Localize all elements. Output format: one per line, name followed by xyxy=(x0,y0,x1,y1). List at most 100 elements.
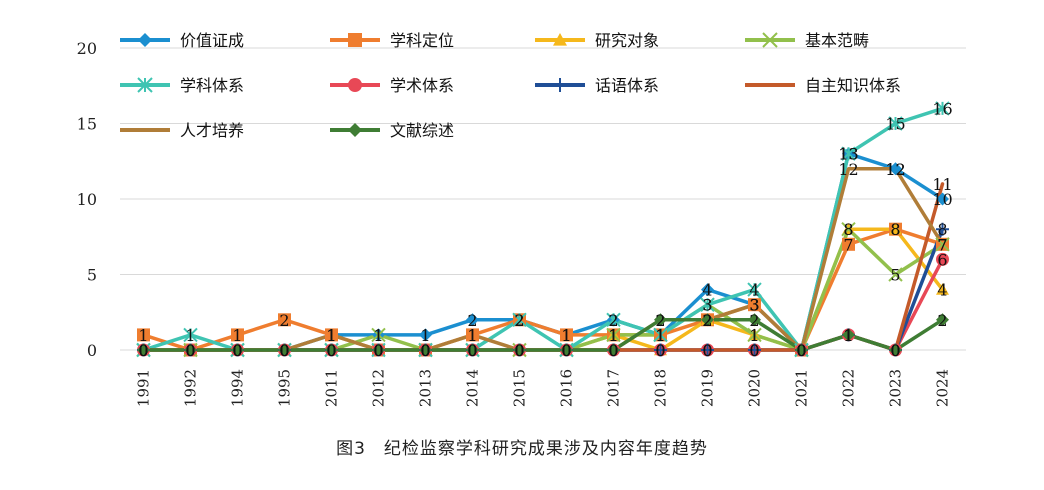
data-label: 0 xyxy=(561,341,571,360)
data-label: 0 xyxy=(279,341,289,360)
data-label: 0 xyxy=(279,341,289,360)
data-label: 0 xyxy=(373,341,383,360)
data-marker xyxy=(513,343,526,357)
data-marker xyxy=(183,327,198,343)
data-label: 0 xyxy=(279,341,289,360)
data-marker xyxy=(936,252,949,266)
data-marker xyxy=(348,78,362,92)
data-label: 1 xyxy=(373,326,383,345)
y-tick-label: 5 xyxy=(87,266,97,285)
data-label: 0 xyxy=(373,341,383,360)
data-label: 1 xyxy=(608,326,618,345)
data-label: 0 xyxy=(373,341,383,360)
data-marker xyxy=(701,313,714,327)
data-label: 0 xyxy=(796,341,806,360)
data-label: 0 xyxy=(514,341,524,360)
data-label: 1 xyxy=(655,326,665,345)
data-label: 0 xyxy=(702,341,712,360)
data-label: 2 xyxy=(655,311,665,330)
data-label: 0 xyxy=(514,341,524,360)
data-marker xyxy=(560,343,573,357)
data-label: 0 xyxy=(420,341,430,360)
data-marker xyxy=(553,78,567,92)
data-marker xyxy=(936,283,949,295)
data-label: 0 xyxy=(796,341,806,360)
data-label: 0 xyxy=(185,341,195,360)
data-label: 0 xyxy=(185,341,195,360)
data-marker xyxy=(466,343,479,357)
data-label: 1 xyxy=(561,326,571,345)
data-marker xyxy=(653,327,668,343)
data-label: 0 xyxy=(608,341,618,360)
data-label: 2 xyxy=(749,311,759,330)
data-marker xyxy=(841,146,856,161)
y-tick-label: 15 xyxy=(77,115,97,134)
data-label: 0 xyxy=(514,341,524,360)
data-label: 0 xyxy=(232,341,242,360)
data-label: 0 xyxy=(232,341,242,360)
data-label: 0 xyxy=(138,341,148,360)
data-label: 0 xyxy=(467,341,477,360)
data-label: 1 xyxy=(843,326,853,345)
data-marker xyxy=(889,162,902,176)
data-marker xyxy=(137,328,150,342)
x-tick-label: 2022 xyxy=(840,369,858,407)
data-marker xyxy=(762,32,778,48)
legend-label: 话语体系 xyxy=(595,76,659,95)
x-axis: 1991 1992 1994 1995 2011 2012 2013 2014 2015 2016… xyxy=(135,369,952,407)
data-marker xyxy=(348,33,362,47)
x-tick-label: 2017 xyxy=(605,369,623,407)
data-label: 3 xyxy=(749,296,759,315)
data-label: 1 xyxy=(608,326,618,345)
series-line xyxy=(141,106,945,352)
data-label: 3 xyxy=(702,296,712,315)
data-label: 0 xyxy=(561,341,571,360)
data-label: 0 xyxy=(608,341,618,360)
data-label: 3 xyxy=(749,296,759,315)
data-label: 0 xyxy=(232,341,242,360)
data-label: 0 xyxy=(561,341,571,360)
data-label: 1 xyxy=(373,326,383,345)
data-marker xyxy=(184,343,197,357)
data-label: 0 xyxy=(279,341,289,360)
data-label: 0 xyxy=(561,341,571,360)
data-marker xyxy=(278,343,291,357)
x-tick-label: 2012 xyxy=(370,369,388,407)
series-line xyxy=(141,227,945,352)
legend-label: 自主知识体系 xyxy=(805,76,901,95)
data-label: 0 xyxy=(279,341,289,360)
data-label: 3 xyxy=(749,296,759,315)
data-label: 0 xyxy=(796,341,806,360)
legend-label: 研究对象 xyxy=(595,31,659,50)
data-marker xyxy=(936,222,949,236)
data-label: 0 xyxy=(232,341,242,360)
data-label: 0 xyxy=(232,341,242,360)
data-label: 1 xyxy=(561,326,571,345)
series-lines xyxy=(141,106,945,352)
data-label: 1 xyxy=(749,326,759,345)
x-tick-label: 2020 xyxy=(746,369,764,407)
gridlines xyxy=(120,47,966,351)
data-label: 1 xyxy=(420,326,430,345)
x-tick-label: 1995 xyxy=(276,369,294,407)
data-marker xyxy=(654,313,667,327)
y-axis: 0 5 10 15 20 xyxy=(77,39,97,360)
data-label: 0 xyxy=(138,341,148,360)
data-label: 1 xyxy=(232,326,242,345)
data-label: 0 xyxy=(232,341,242,360)
legend-label: 文献综述 xyxy=(390,121,454,140)
data-label: 0 xyxy=(655,341,665,360)
data-label: 0 xyxy=(185,341,195,360)
data-label: 12 xyxy=(885,160,905,179)
data-label: 0 xyxy=(373,341,383,360)
data-label: 0 xyxy=(890,341,900,360)
data-label: 0 xyxy=(608,341,618,360)
legend-label: 人才培养 xyxy=(180,121,244,140)
data-label: 0 xyxy=(796,341,806,360)
data-label: 7 xyxy=(937,235,947,254)
data-label: 0 xyxy=(890,341,900,360)
data-label: 0 xyxy=(655,341,665,360)
data-label: 0 xyxy=(138,341,148,360)
